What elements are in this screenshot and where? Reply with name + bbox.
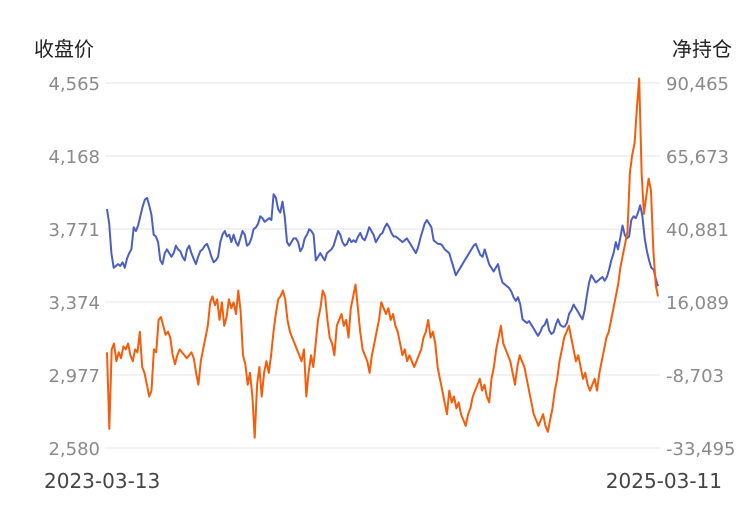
right-tick-label: 16,089 <box>666 293 729 314</box>
gridlines <box>105 82 660 449</box>
left-tick-label: 4,168 <box>48 147 100 168</box>
x-end-label: 2025-03-11 <box>606 469 722 493</box>
left-tick-label: 2,977 <box>48 366 100 387</box>
right-axis-ticks: 90,465 65,673 40,881 16,089 -8,703 -33,495 <box>666 74 735 460</box>
right-axis-title: 净持仓 <box>672 37 732 61</box>
net-position-line <box>106 77 659 439</box>
series-layer <box>106 77 659 439</box>
right-tick-label: 40,881 <box>666 220 729 241</box>
right-tick-label: -33,495 <box>666 439 735 460</box>
left-axis-title: 收盘价 <box>34 37 94 61</box>
left-tick-label: 2,580 <box>48 439 100 460</box>
left-tick-label: 4,565 <box>48 74 100 95</box>
close-price-line <box>106 193 659 337</box>
right-tick-label: 90,465 <box>666 74 729 95</box>
left-tick-label: 3,771 <box>48 220 100 241</box>
left-axis-ticks: 4,565 4,168 3,771 3,374 2,977 2,580 <box>48 74 100 460</box>
right-tick-label: 65,673 <box>666 147 729 168</box>
right-tick-label: -8,703 <box>666 366 724 387</box>
left-tick-label: 3,374 <box>48 293 100 314</box>
x-start-label: 2023-03-13 <box>44 469 160 493</box>
